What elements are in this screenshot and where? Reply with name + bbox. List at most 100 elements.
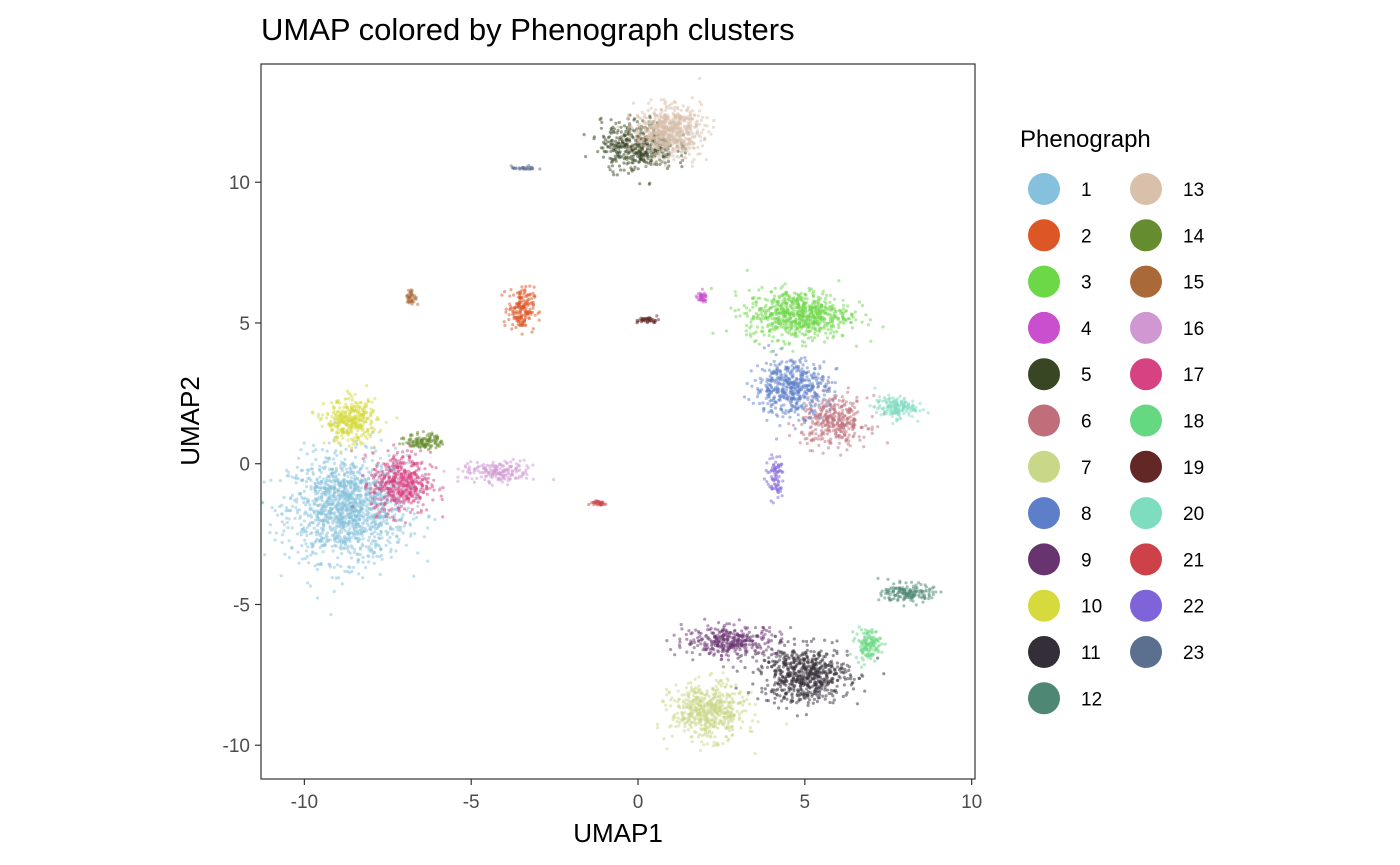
point-cluster-3: [841, 298, 845, 302]
point-cluster-6: [838, 425, 843, 430]
point-cluster-1: [358, 547, 362, 551]
point-cluster-9: [687, 629, 691, 633]
point-cluster-1: [357, 494, 361, 498]
point-cluster-8: [804, 359, 808, 363]
point-cluster-1: [344, 514, 348, 518]
point-cluster-1: [416, 551, 420, 555]
point-cluster-5: [614, 121, 618, 125]
point-cluster-1: [390, 509, 394, 513]
point-cluster-6: [831, 424, 836, 428]
point-cluster-1: [333, 486, 337, 490]
point-cluster-1: [356, 552, 360, 556]
point-cluster-1: [303, 538, 307, 542]
point-cluster-2: [513, 306, 517, 310]
point-cluster-2: [502, 320, 506, 324]
point-cluster-7: [674, 683, 678, 687]
point-cluster-7: [687, 695, 691, 699]
point-cluster-7: [705, 734, 710, 739]
point-cluster-8: [778, 362, 782, 366]
point-cluster-1: [394, 446, 398, 450]
point-cluster-10: [332, 439, 336, 444]
point-cluster-11: [780, 699, 784, 703]
point-cluster-9: [767, 638, 771, 642]
point-cluster-10: [346, 408, 350, 412]
point-cluster-9: [704, 633, 709, 637]
point-cluster-7: [741, 703, 745, 707]
point-cluster-10: [351, 418, 355, 422]
point-cluster-10: [325, 411, 330, 415]
point-cluster-1: [303, 512, 307, 516]
point-cluster-7: [717, 691, 722, 695]
scatter-points: [260, 76, 943, 756]
point-cluster-3: [831, 303, 835, 308]
point-cluster-6: [852, 434, 856, 438]
point-cluster-9: [694, 628, 698, 632]
point-cluster-7: [702, 727, 706, 731]
point-cluster-5: [611, 159, 615, 163]
point-cluster-8: [800, 378, 804, 382]
point-cluster-8: [831, 398, 835, 402]
point-cluster-3: [794, 302, 798, 306]
point-cluster-2: [522, 308, 526, 312]
point-cluster-6: [791, 423, 796, 427]
point-cluster-7: [690, 703, 694, 708]
point-cluster-1: [369, 499, 373, 503]
point-cluster-1: [305, 452, 309, 456]
point-cluster-2: [531, 291, 535, 295]
point-cluster-10: [338, 441, 342, 445]
point-cluster-3: [818, 304, 822, 309]
point-cluster-5: [602, 136, 606, 140]
point-cluster-7: [664, 703, 668, 707]
point-cluster-3: [794, 319, 798, 324]
point-cluster-1: [360, 466, 364, 470]
point-cluster-1: [337, 502, 341, 506]
point-cluster-7: [693, 687, 697, 691]
point-cluster-6: [819, 408, 823, 412]
point-cluster-1: [358, 528, 362, 533]
point-cluster-9: [751, 642, 755, 646]
point-cluster-5: [607, 165, 611, 169]
point-cluster-7: [726, 678, 730, 683]
point-cluster-10: [363, 434, 368, 439]
point-cluster-1: [433, 517, 437, 522]
point-cluster-8: [775, 378, 779, 382]
point-cluster-8: [796, 413, 800, 417]
point-cluster-10: [339, 450, 343, 454]
point-cluster-1: [324, 508, 328, 512]
point-cluster-1: [342, 547, 346, 551]
point-cluster-5: [614, 146, 618, 150]
point-cluster-7: [714, 684, 718, 689]
point-cluster-1: [286, 526, 290, 530]
point-cluster-3: [765, 308, 769, 313]
point-cluster-9: [748, 639, 752, 643]
point-cluster-9: [739, 639, 743, 643]
point-cluster-1: [367, 545, 371, 549]
point-cluster-3: [782, 339, 786, 343]
point-cluster-1: [364, 545, 368, 549]
point-cluster-7: [728, 729, 732, 733]
point-cluster-8: [763, 369, 767, 373]
point-cluster-1: [323, 502, 327, 506]
point-cluster-1: [330, 516, 334, 520]
point-cluster-7: [750, 719, 755, 723]
point-cluster-1: [303, 557, 307, 561]
point-cluster-7: [739, 726, 743, 730]
point-cluster-1: [412, 517, 416, 521]
point-cluster-3: [823, 340, 827, 344]
point-cluster-1: [386, 530, 390, 535]
point-cluster-8: [770, 386, 774, 390]
point-cluster-6: [821, 451, 825, 455]
point-cluster-1: [297, 561, 301, 565]
point-cluster-1: [339, 564, 343, 569]
point-cluster-7: [721, 715, 725, 719]
point-cluster-1: [295, 532, 300, 536]
point-cluster-3: [777, 304, 782, 308]
point-cluster-5: [663, 161, 667, 165]
point-cluster-1: [314, 458, 318, 462]
point-cluster-7: [697, 712, 701, 716]
point-cluster-1: [388, 535, 392, 540]
point-cluster-5: [599, 116, 603, 120]
point-cluster-2: [511, 293, 516, 297]
point-cluster-1: [321, 526, 325, 530]
point-cluster-1: [342, 484, 346, 488]
